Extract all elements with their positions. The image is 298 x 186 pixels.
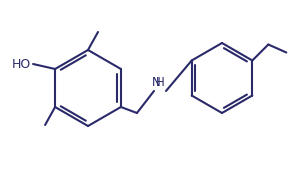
Text: N: N [152,76,160,89]
Text: HO: HO [12,57,31,70]
Text: H: H [156,76,164,89]
